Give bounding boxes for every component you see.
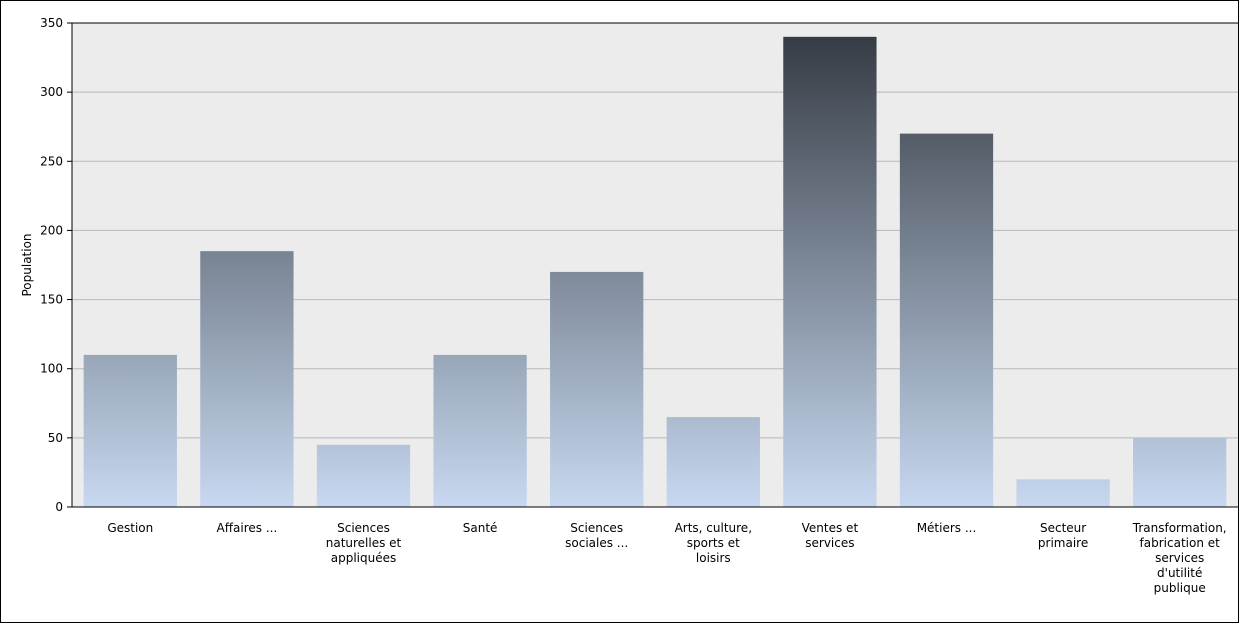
y-tick-label: 250 xyxy=(40,154,63,168)
x-tick-label: Arts, culture, sports et loisirs xyxy=(675,521,752,565)
bar-10 xyxy=(1133,437,1227,507)
bar-1 xyxy=(83,354,177,507)
x-tick-label: Secteur primaire xyxy=(1038,521,1088,550)
y-tick-label: 0 xyxy=(55,500,63,514)
bar-8 xyxy=(899,133,994,507)
x-tick-label: Métiers ... xyxy=(917,521,977,535)
y-axis-title: Population xyxy=(20,233,34,296)
bar-5 xyxy=(550,271,644,507)
bars xyxy=(83,36,1227,507)
x-tick-label: Sciences sociales ... xyxy=(565,521,628,550)
x-tick-label: Sciences naturelles et appliquées xyxy=(326,521,402,565)
x-tick-label: Gestion xyxy=(107,521,153,535)
x-tick-label: Ventes et services xyxy=(802,521,859,550)
bar-7 xyxy=(783,36,877,507)
x-tick-label: Transformation, fabrication et services d'u… xyxy=(1132,521,1227,595)
bar-3 xyxy=(316,444,411,507)
y-tick-label: 350 xyxy=(40,16,63,30)
y-tick-label: 100 xyxy=(40,362,63,376)
bar-2 xyxy=(200,251,294,507)
y-tick-labels: 0 50 100 150 200 250 300 350 xyxy=(40,16,63,514)
y-tick-label: 300 xyxy=(40,85,63,99)
x-tick-label: Affaires ... xyxy=(217,521,278,535)
y-tick-label: 150 xyxy=(40,293,63,307)
bar-4 xyxy=(433,354,527,507)
bar-9 xyxy=(1016,479,1110,507)
bar-6 xyxy=(666,417,760,507)
axes xyxy=(67,22,1238,508)
y-tick-label: 200 xyxy=(40,223,63,237)
x-tick-labels: Gestion Affaires ... Sciences naturelles et… xyxy=(107,521,1226,595)
x-tick-label: Santé xyxy=(463,521,498,535)
y-tick-label: 50 xyxy=(48,431,63,445)
